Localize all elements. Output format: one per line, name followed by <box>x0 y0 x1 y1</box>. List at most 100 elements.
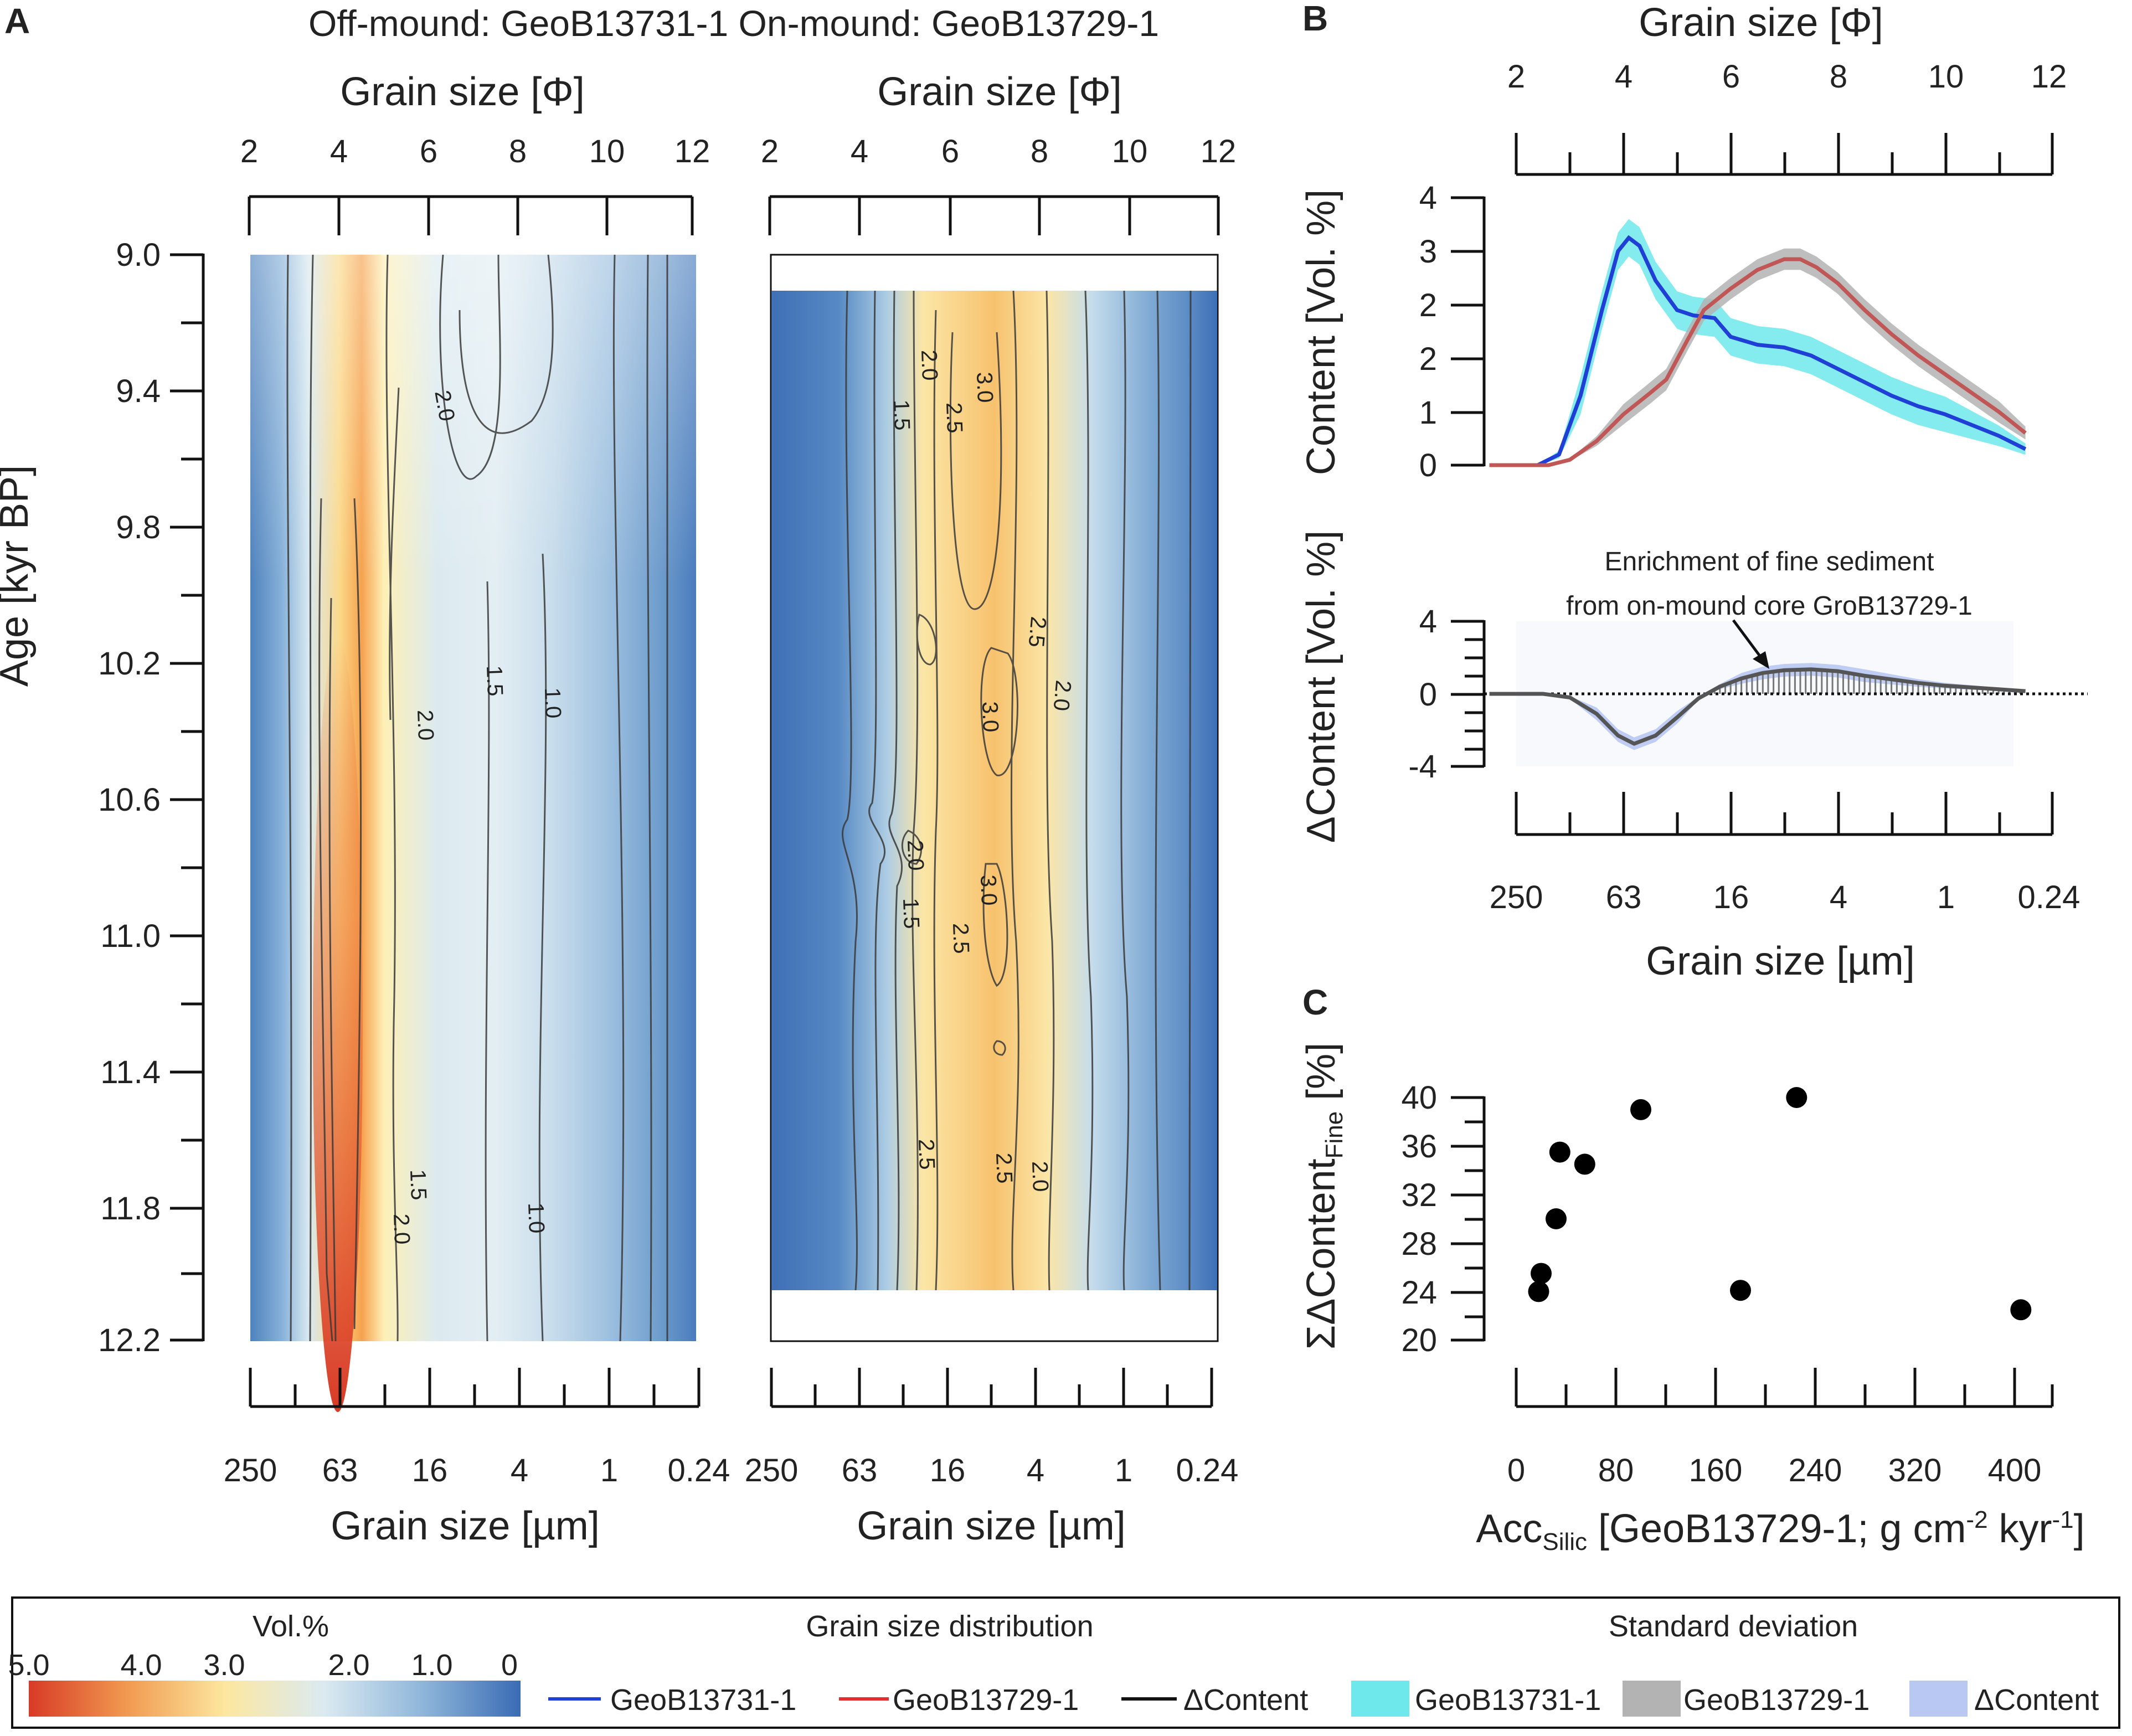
panel-a-title: Off-mound: GeoB13731-1 On-mound: GeoB137… <box>308 3 1159 44</box>
um-tick: 4 <box>1830 879 1847 915</box>
um-tick: 0.24 <box>1176 1452 1239 1488</box>
colorbar-tick: 2.0 <box>328 1649 369 1682</box>
phi-tick: 4 <box>1615 59 1633 95</box>
content-tick: 0 <box>1419 447 1437 483</box>
phi-tick: 8 <box>509 133 527 169</box>
age-tick: 11.4 <box>100 1054 161 1090</box>
phi-tick: 4 <box>851 133 868 169</box>
annotation-arrow <box>1732 619 1769 669</box>
delta-line <box>1489 667 2026 746</box>
age-tick-labels: 9.0 9.4 9.8 10.2 10.6 11.0 11.4 11.8 12.… <box>98 237 161 1358</box>
scatter-point <box>1630 1099 1651 1120</box>
contour-label: 3.0 <box>976 874 1001 906</box>
series-line-0 <box>1489 235 2027 467</box>
phi-tick: 6 <box>941 133 959 169</box>
scatter-point <box>1531 1263 1552 1284</box>
legend-item-gsd-3: ΔContent <box>1121 1683 1308 1717</box>
phi-tick-labels-b: 2 4 6 8 10 12 <box>1507 59 2067 95</box>
um-tick: 63 <box>322 1452 358 1488</box>
um-axis-label-b: Grain size [µm] <box>1646 939 1915 983</box>
age-tick: 11.0 <box>100 918 161 954</box>
age-axis <box>170 253 205 1342</box>
um-tick-labels-right: 250 63 16 4 1 0.24 <box>745 1452 1239 1488</box>
um-tick: 16 <box>930 1452 966 1488</box>
um-tick: 0.24 <box>668 1452 730 1488</box>
um-tick: 250 <box>1490 879 1543 915</box>
um-axis-b <box>1515 792 2054 836</box>
sum-delta-tick-labels: 40 36 32 28 24 20 <box>1401 1080 1437 1358</box>
contours-right <box>842 290 1192 1291</box>
phi-tick: 8 <box>1830 59 1847 95</box>
sum-delta-tick: 40 <box>1401 1080 1437 1116</box>
delta-content-axis-label: ΔContent [Vol. %] <box>1299 530 1343 843</box>
um-tick: 4 <box>511 1452 528 1488</box>
colorbar-tick: 4.0 <box>120 1649 162 1682</box>
colorbar-tick: 5.0 <box>8 1649 49 1682</box>
delta-tick: 0 <box>1419 677 1437 713</box>
acc-label-sup1: -2 <box>1966 1506 1987 1533</box>
legend-label: GeoB13731-1 <box>1415 1683 1601 1717</box>
phi-axis-label-b: Grain size [Φ] <box>1639 1 1883 45</box>
scatter-point <box>1730 1280 1751 1301</box>
contour-label: 2.5 <box>1024 616 1051 648</box>
contour-label: 1.5 <box>482 665 507 697</box>
contour-labels-right: 2.0 3.0 1.5 2.5 2.5 2.0 3.0 2.0 3.0 1.5 … <box>889 349 1075 1192</box>
annotation-line2: from on-mound core GroB13729-1 <box>1566 591 1973 621</box>
contour-label: 2.0 <box>389 1213 414 1245</box>
acc-label-sup2: -1 <box>2052 1506 2074 1533</box>
um-axis-label-left: Grain size [µm] <box>331 1504 600 1548</box>
scatter-point <box>1574 1153 1595 1175</box>
delta-tick-labels: 4 0 -4 <box>1408 604 1437 785</box>
scatter-points <box>1528 1087 2032 1321</box>
legend-item-sd-3: ΔContent <box>1909 1681 2099 1717</box>
age-tick: 10.6 <box>98 782 161 818</box>
sum-delta-axis-label: ΣΔContentFine [%] <box>1299 1043 1348 1349</box>
panel-letter-a: A <box>4 1 30 41</box>
sum-delta-tick: 24 <box>1401 1275 1437 1311</box>
contour-label: 3.0 <box>977 701 1003 733</box>
legend-item-gsd-1: GeoB13731-1 <box>548 1683 796 1717</box>
contour-label: 2.0 <box>413 709 438 741</box>
phi-tick-labels-left: 2 4 6 8 10 12 <box>240 133 710 169</box>
panel-letter-b: B <box>1302 0 1328 38</box>
age-axis-label: Age [kyr BP] <box>0 465 37 687</box>
phi-tick: 10 <box>1928 59 1964 95</box>
phi-tick: 2 <box>240 133 258 169</box>
legend-label: GeoB13729-1 <box>893 1683 1079 1717</box>
content-axis-label: Content [Vol. %] <box>1299 189 1343 475</box>
contour-label: 1.5 <box>405 1169 431 1201</box>
contour-label: 2.0 <box>1049 679 1076 712</box>
phi-axis-b <box>1515 133 2054 176</box>
sum-delta-label-sub: Fine <box>1321 1111 1348 1159</box>
age-tick: 9.8 <box>116 509 161 545</box>
panel-b: Grain size [Φ] 2 4 6 8 10 12 Content [Vo… <box>1299 1 2088 983</box>
colorbar-tick: 1.0 <box>411 1649 452 1682</box>
content-tick-labels: 4 3 2 2 1 0 <box>1419 180 1437 483</box>
phi-tick: 8 <box>1031 133 1048 169</box>
sum-delta-tick: 32 <box>1401 1177 1437 1213</box>
um-tick: 63 <box>1606 879 1642 915</box>
acc-tick: 160 <box>1689 1452 1743 1488</box>
contour-label: 2.0 <box>1027 1161 1053 1192</box>
contour-label: 2.5 <box>914 1139 939 1170</box>
panel-letter-c: C <box>1302 982 1328 1022</box>
scatter-point <box>1528 1281 1549 1302</box>
phi-tick: 2 <box>761 133 779 169</box>
legend-label: GeoB13729-1 <box>1683 1683 1870 1717</box>
content-tick: 2 <box>1419 287 1437 323</box>
series-line-1 <box>1489 257 2027 467</box>
legend-item-sd-1: GeoB13731-1 <box>1351 1681 1601 1717</box>
content-tick: 1 <box>1419 395 1437 431</box>
contour-label: 1.5 <box>898 898 924 929</box>
contour-label: 2.5 <box>948 923 974 954</box>
contours-left <box>286 254 668 1342</box>
content-tick: 2 <box>1419 341 1437 377</box>
phi-tick: 2 <box>1507 59 1525 95</box>
delta-tick: 4 <box>1419 604 1437 640</box>
contour-label: 2.0 <box>916 349 942 381</box>
heatmap-on-mound: Grain size [Φ] 2 4 6 8 10 12 <box>745 70 1239 1548</box>
phi-tick: 4 <box>330 133 348 169</box>
acc-label-mid: kyr <box>1988 1507 2052 1551</box>
acc-tick: 0 <box>1507 1452 1525 1488</box>
acc-tick: 240 <box>1789 1452 1842 1488</box>
